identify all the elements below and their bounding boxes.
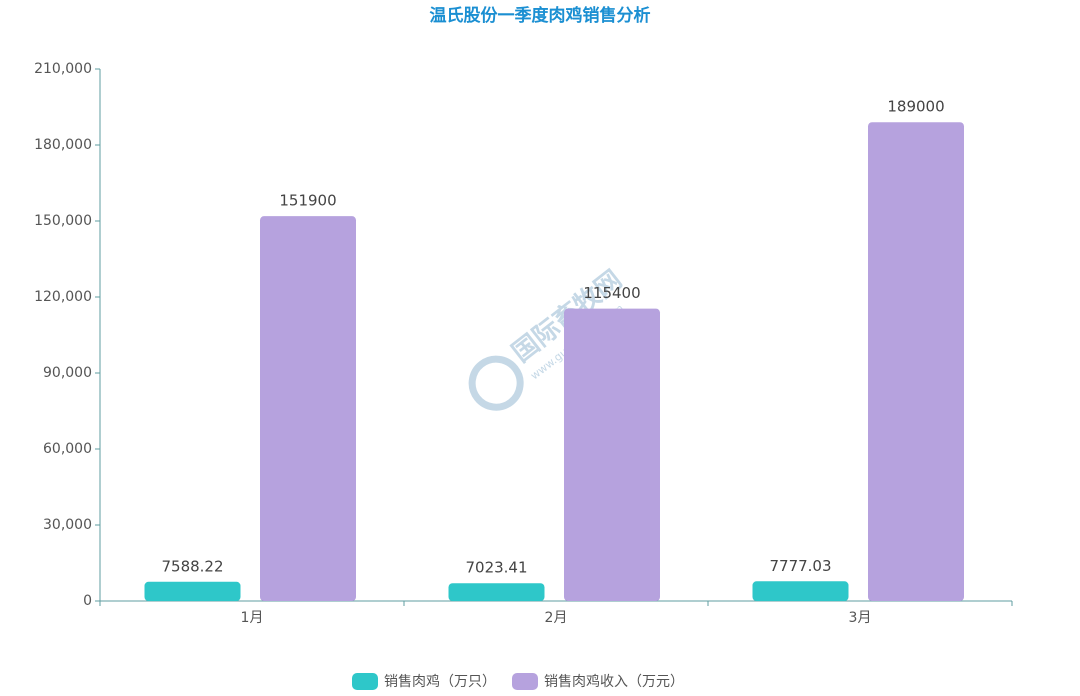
value-label: 189000 bbox=[887, 98, 944, 116]
legend-swatch bbox=[512, 673, 538, 690]
value-label: 7588.22 bbox=[161, 557, 223, 575]
y-tick-label: 30,000 bbox=[43, 517, 92, 533]
y-tick-label: 90,000 bbox=[43, 365, 92, 381]
chart-title: 温氏股份一季度肉鸡销售分析 bbox=[430, 5, 651, 26]
x-tick-label: 1月 bbox=[241, 610, 264, 626]
legend-label: 销售肉鸡（万只） bbox=[384, 673, 496, 690]
x-tick-label: 2月 bbox=[545, 610, 568, 626]
value-label: 7777.03 bbox=[769, 557, 831, 575]
bar bbox=[564, 308, 660, 601]
value-label: 151900 bbox=[279, 192, 336, 210]
bar bbox=[868, 122, 964, 601]
watermark-logo bbox=[468, 355, 524, 411]
y-tick-label: 0 bbox=[83, 593, 92, 609]
bar bbox=[260, 216, 356, 602]
bar bbox=[448, 583, 545, 601]
y-tick-label: 60,000 bbox=[43, 441, 92, 457]
value-label: 7023.41 bbox=[465, 559, 527, 577]
y-tick-label: 120,000 bbox=[34, 289, 92, 305]
bar bbox=[144, 581, 241, 601]
y-tick-label: 180,000 bbox=[34, 137, 92, 153]
legend-label: 销售肉鸡收入（万元） bbox=[544, 673, 684, 690]
value-label: 115400 bbox=[583, 284, 640, 302]
y-tick-label: 150,000 bbox=[34, 213, 92, 229]
x-tick-label: 3月 bbox=[849, 610, 872, 626]
y-tick-label: 210,000 bbox=[34, 61, 92, 77]
legend-swatch bbox=[352, 673, 378, 690]
bar bbox=[752, 581, 849, 601]
